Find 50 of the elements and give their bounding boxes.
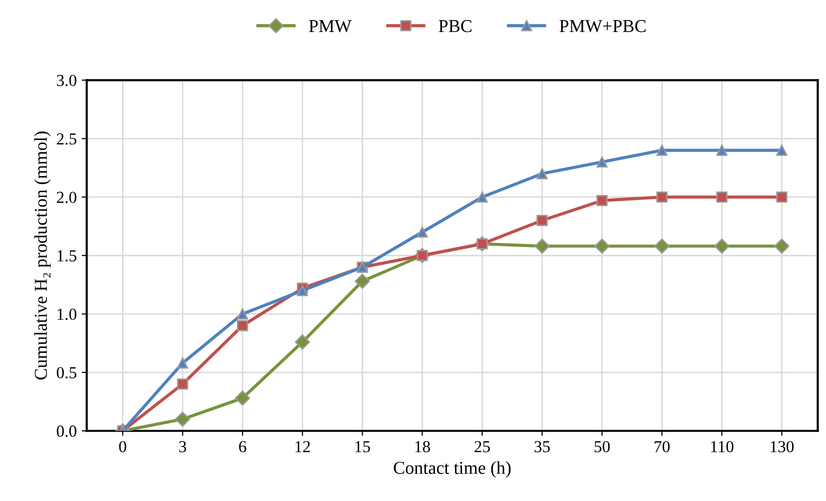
y-tick-label: 0.5	[56, 367, 76, 378]
point	[654, 238, 670, 254]
point	[596, 195, 608, 206]
point	[596, 156, 608, 168]
x-tick-label: 15	[355, 441, 370, 452]
x-tick-label: 12	[296, 441, 310, 452]
y-tick-label: 1.0	[58, 308, 76, 320]
point	[534, 238, 550, 254]
point	[716, 192, 728, 203]
point	[776, 144, 788, 156]
point	[656, 192, 668, 203]
y-tick-label: 2.5	[56, 133, 76, 145]
point	[177, 358, 188, 369]
x-tick-label: 18	[415, 441, 430, 452]
point	[234, 390, 250, 406]
point	[774, 238, 790, 254]
y-axis-title: Cumulative H₂ production (mmol)	[34, 132, 51, 380]
x-axis-title: Contact time (h)	[394, 461, 511, 478]
point	[536, 214, 548, 226]
legend-label: PMW	[309, 20, 352, 32]
x-tick-label: 110	[711, 441, 734, 452]
point	[236, 320, 248, 332]
x-tick-label: 6	[239, 441, 246, 452]
point	[416, 226, 428, 238]
y-tick-label: 1.5	[58, 250, 76, 262]
x-tick-label: 0	[119, 441, 126, 452]
point	[536, 168, 548, 180]
y-tick-label: 0.0	[56, 426, 76, 437]
point	[656, 144, 668, 156]
y-tick-label: 3.0	[56, 74, 76, 86]
x-tick-label: 3	[179, 441, 186, 452]
point	[294, 334, 310, 350]
y-tick-label: 2.0	[56, 192, 76, 204]
point	[594, 238, 610, 254]
point	[476, 192, 488, 203]
point	[714, 238, 730, 254]
x-tick-label: 130	[770, 441, 794, 452]
x-tick-label: 35	[534, 441, 550, 452]
legend-label: PMW+PBC	[560, 20, 646, 32]
point	[716, 144, 728, 156]
x-tick-label: 25	[474, 441, 490, 452]
point	[776, 192, 788, 203]
point	[354, 274, 370, 289]
point	[236, 308, 248, 320]
legend-label: PBC	[438, 20, 472, 32]
point	[175, 412, 190, 427]
point	[296, 285, 308, 296]
point	[177, 378, 188, 390]
x-tick-label: 70	[654, 441, 670, 452]
x-tick-label: 50	[594, 441, 610, 452]
